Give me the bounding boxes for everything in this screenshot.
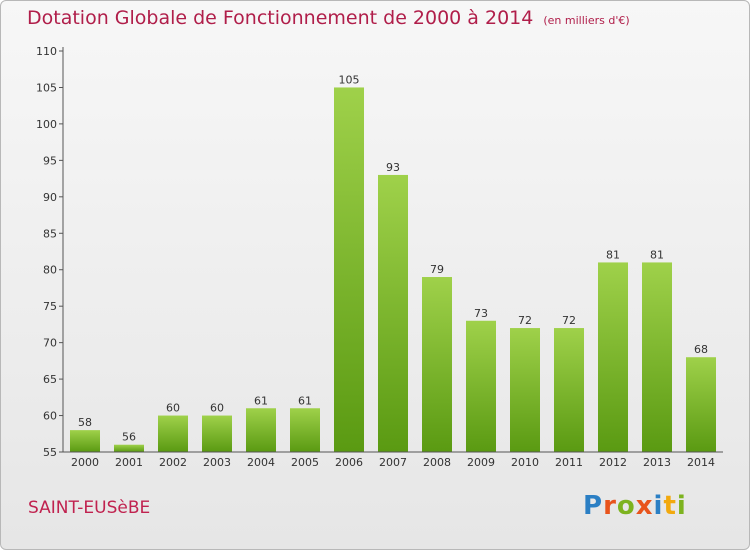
bar bbox=[642, 262, 672, 452]
bar bbox=[422, 277, 452, 452]
x-tick-label: 2001 bbox=[115, 456, 143, 469]
x-tick-label: 2002 bbox=[159, 456, 187, 469]
data-label: 60 bbox=[166, 402, 180, 415]
logo-letter: i bbox=[653, 491, 664, 521]
x-tick-label: 2011 bbox=[555, 456, 583, 469]
bar bbox=[598, 262, 628, 452]
y-tick-label: 60 bbox=[43, 410, 57, 423]
data-label: 61 bbox=[298, 394, 312, 407]
y-tick-label: 95 bbox=[43, 154, 57, 167]
x-tick-label: 2014 bbox=[687, 456, 715, 469]
bar bbox=[114, 444, 144, 452]
x-tick-label: 2000 bbox=[71, 456, 99, 469]
y-tick-label: 80 bbox=[43, 264, 57, 277]
data-label: 81 bbox=[606, 248, 620, 261]
y-tick-label: 55 bbox=[43, 446, 57, 459]
y-tick-label: 105 bbox=[36, 81, 57, 94]
bar bbox=[246, 408, 276, 452]
y-tick-label: 70 bbox=[43, 337, 57, 350]
proxiti-logo: Proxiti bbox=[583, 491, 687, 521]
commune-name: SAINT-EUSèBE bbox=[28, 498, 151, 518]
y-tick-label: 75 bbox=[43, 300, 57, 313]
data-label: 56 bbox=[122, 431, 136, 444]
bar bbox=[202, 415, 232, 452]
bar bbox=[554, 328, 584, 452]
data-label: 72 bbox=[562, 314, 576, 327]
y-tick-label: 110 bbox=[36, 45, 57, 58]
data-label: 61 bbox=[254, 394, 268, 407]
data-label: 105 bbox=[339, 73, 360, 86]
y-tick-label: 65 bbox=[43, 373, 57, 386]
data-label: 93 bbox=[386, 161, 400, 174]
x-tick-label: 2010 bbox=[511, 456, 539, 469]
bar bbox=[686, 357, 716, 452]
x-tick-label: 2009 bbox=[467, 456, 495, 469]
data-label: 72 bbox=[518, 314, 532, 327]
bar bbox=[378, 174, 408, 453]
bar bbox=[510, 328, 540, 452]
x-tick-label: 2004 bbox=[247, 456, 275, 469]
data-label: 73 bbox=[474, 307, 488, 320]
bar bbox=[466, 320, 496, 452]
y-tick-label: 100 bbox=[36, 118, 57, 131]
x-tick-label: 2005 bbox=[291, 456, 319, 469]
logo-letter: x bbox=[635, 491, 654, 521]
data-label: 58 bbox=[78, 416, 92, 429]
y-tick-label: 90 bbox=[43, 191, 57, 204]
x-tick-label: 2003 bbox=[203, 456, 231, 469]
logo-letter: i bbox=[676, 491, 687, 521]
data-label: 79 bbox=[430, 263, 444, 276]
y-tick-label: 85 bbox=[43, 227, 57, 240]
logo-letter: r bbox=[603, 491, 617, 521]
title-unit: (en milliers d'€) bbox=[543, 14, 630, 27]
logo-letter: o bbox=[616, 491, 636, 521]
bar bbox=[158, 415, 188, 452]
logo-letter: P bbox=[583, 491, 604, 521]
data-label: 68 bbox=[694, 343, 708, 356]
x-tick-label: 2007 bbox=[379, 456, 407, 469]
data-label: 81 bbox=[650, 248, 664, 261]
x-tick-label: 2013 bbox=[643, 456, 671, 469]
data-label: 60 bbox=[210, 402, 224, 415]
x-tick-label: 2006 bbox=[335, 456, 363, 469]
bar bbox=[290, 408, 320, 452]
x-tick-label: 2012 bbox=[599, 456, 627, 469]
x-tick-label: 2008 bbox=[423, 456, 451, 469]
logo-letter: t bbox=[663, 491, 677, 521]
title-text: Dotation Globale de Fonctionnement de 20… bbox=[27, 7, 534, 29]
chart-title: Dotation Globale de Fonctionnement de 20… bbox=[27, 7, 630, 29]
bar bbox=[70, 430, 100, 452]
bar bbox=[334, 87, 364, 453]
